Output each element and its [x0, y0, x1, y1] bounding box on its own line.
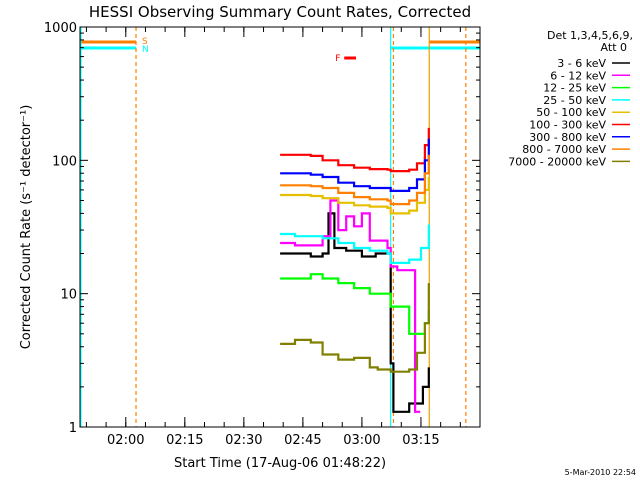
x-tick-label: 03:15 — [402, 433, 439, 448]
flare-label: F — [335, 54, 340, 64]
series-line-4 — [280, 177, 430, 215]
axis-layer: 1 10 100 1000 02:00 02:15 02:30 02:45 03:00 03:15 — [44, 21, 481, 448]
saa-label: S — [142, 37, 148, 47]
x-tick-label: 02:45 — [284, 433, 321, 448]
night-label: N — [142, 45, 149, 55]
legend-title-line-1: Det 1,3,4,5,6,9, — [547, 29, 633, 42]
plot-frame — [79, 26, 481, 428]
legend-label: 12 - 25 keV — [543, 82, 606, 95]
y-tick-label: 1000 — [44, 21, 77, 36]
x-axis-label: Start Time (17-Aug-06 01:48:22) — [174, 456, 386, 471]
series-line-3 — [280, 224, 430, 264]
y-tick-label: 1 — [69, 421, 77, 436]
x-tick-label: 02:15 — [166, 433, 203, 448]
y-axis-label: Corrected Count Rate (s⁻¹ detector⁻¹) — [19, 105, 34, 350]
series-line-7 — [280, 154, 430, 206]
x-tick-label: 03:00 — [343, 433, 380, 448]
legend-label: 25 - 50 keV — [543, 94, 606, 107]
x-tick-label: 02:00 — [107, 433, 144, 448]
series-line-6 — [280, 138, 430, 192]
legend-label: 6 - 12 keV — [550, 69, 606, 82]
legend-label: 7000 - 20000 keV — [508, 155, 606, 168]
legend-label: 800 - 7000 keV — [522, 143, 606, 156]
legend-label: 100 - 300 keV — [529, 119, 606, 132]
footer-timestamp: 5-Mar-2010 22:54 — [565, 468, 636, 477]
series-line-5 — [280, 127, 430, 173]
x-tick-label: 02:30 — [225, 433, 262, 448]
y-tick-label: 10 — [60, 288, 77, 303]
series-line-8 — [280, 283, 430, 373]
series-line-0 — [280, 212, 430, 413]
series-line-2 — [280, 273, 430, 335]
plot-layer: SN F — [80, 27, 480, 427]
legend-label: 3 - 6 keV — [557, 57, 606, 70]
legend-label: 300 - 800 keV — [529, 131, 606, 144]
legend-label: 50 - 100 keV — [536, 106, 606, 119]
y-tick-label: 100 — [52, 154, 77, 169]
chart-title: HESSI Observing Summary Count Rates, Cor… — [89, 3, 471, 21]
legend-title-line-2: Att 0 — [601, 41, 627, 54]
